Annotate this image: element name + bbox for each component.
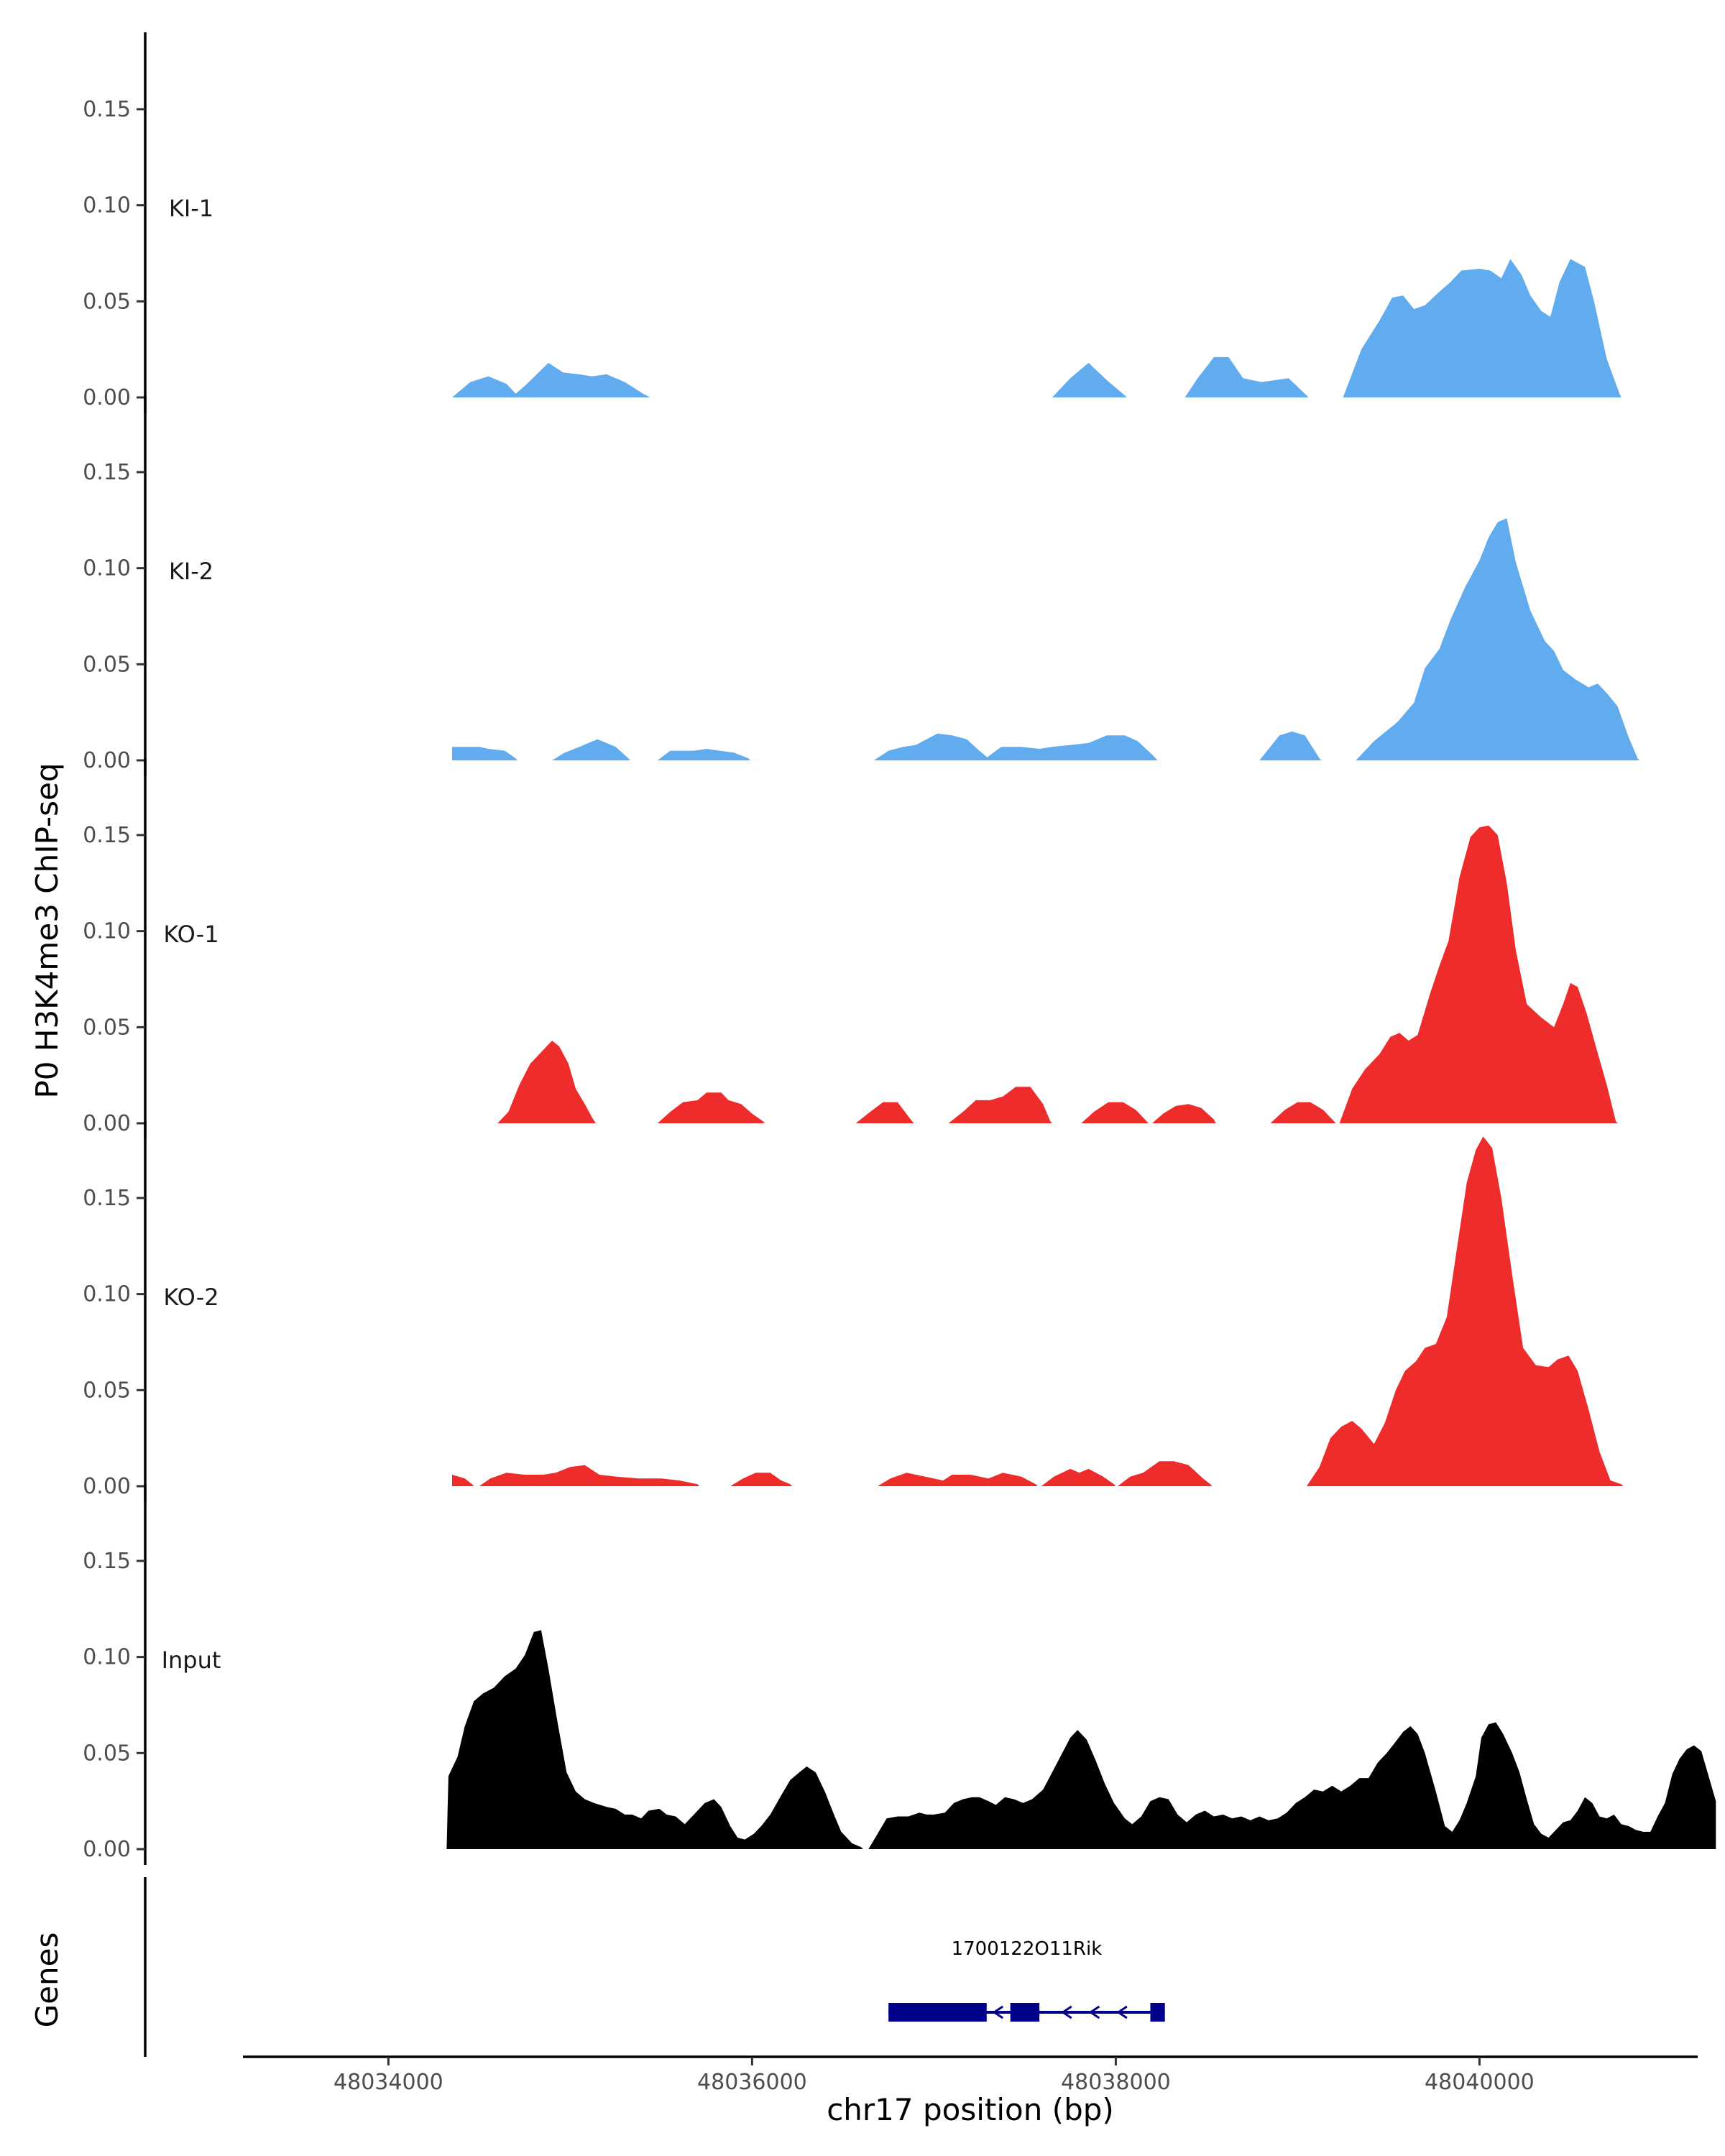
signal-area (1184, 356, 1309, 397)
genes-track-title: Genes (29, 1932, 65, 2028)
track-label-input: Input (162, 1646, 221, 1674)
x-axis-title: chr17 position (bp) (827, 2092, 1114, 2127)
signal-area (873, 733, 990, 760)
y-tick-label: 0.10 (83, 919, 131, 944)
y-tick-label: 0.15 (83, 823, 131, 848)
signal-area (1356, 518, 1639, 760)
signal-area (657, 749, 750, 760)
signal-area (1117, 1461, 1213, 1486)
signal-area (1259, 731, 1322, 760)
signal-area (730, 1473, 793, 1486)
signal-area (452, 1475, 474, 1486)
y-tick-label: 0.15 (83, 1186, 131, 1211)
signal-area (1052, 362, 1127, 397)
y-tick-label: 0.15 (83, 460, 131, 485)
y-tick-label: 0.05 (83, 289, 131, 314)
tracks-layer: 0.00 0.05 0.10 0.15 KI-1 0.00 0.05 0.10 0.15 KI-2… (83, 32, 1716, 1865)
y-tick-label: 0.05 (83, 1015, 131, 1040)
signal-area (1307, 1136, 1624, 1486)
y-tick-label: 0.05 (83, 1741, 131, 1766)
signal-area (479, 1465, 699, 1486)
gene-exon (1150, 2003, 1165, 2022)
track-panel-input: 0.00 0.05 0.10 0.15 Input (83, 1484, 1716, 1865)
strand-arrow (992, 2005, 1004, 2019)
track-panel-ki-1: 0.00 0.05 0.10 0.15 KI-1 (83, 32, 1622, 413)
signal-area (1041, 1468, 1116, 1486)
signal-area (948, 1087, 1052, 1123)
x-axis: 48034000 48036000 48038000 48040000 (243, 2055, 1698, 2095)
y-tick-label: 0.15 (83, 1549, 131, 1574)
signal-area (657, 1092, 765, 1123)
x-tick-label: 48036000 (697, 2070, 807, 2095)
y-tick-label: 0.05 (83, 1378, 131, 1403)
signal-area (452, 747, 518, 760)
strand-arrow (1088, 2005, 1100, 2019)
x-tick-label: 48038000 (1061, 2070, 1171, 2095)
track-label-ki-2: KI-2 (169, 558, 213, 585)
signal-area (446, 1630, 863, 1849)
y-tick-label: 0.10 (83, 1282, 131, 1307)
y-tick-label: 0.00 (83, 385, 131, 410)
y-tick-label: 0.00 (83, 748, 131, 773)
signal-area (1152, 1104, 1216, 1123)
y-tick-label: 0.15 (83, 97, 131, 122)
signal-area (1339, 825, 1618, 1123)
track-panel-ki-2: 0.00 0.05 0.10 0.15 KI-2 (83, 395, 1639, 776)
track-label-ki-1: KI-1 (169, 195, 213, 222)
gene-name-label: 1700122O11Rik (952, 1938, 1103, 1960)
y-tick-label: 0.00 (83, 1837, 131, 1862)
gene-exon (888, 2003, 987, 2022)
gene-track: 1700122O11Rik (144, 1877, 1165, 2057)
y-tick-label: 0.10 (83, 1645, 131, 1670)
signal-area (983, 735, 1158, 760)
signal-area (1343, 259, 1622, 397)
y-tick-label: 0.00 (83, 1111, 131, 1136)
y-tick-label: 0.05 (83, 652, 131, 677)
x-tick-label: 48034000 (334, 2070, 443, 2095)
x-tick-label: 48040000 (1425, 2070, 1535, 2095)
gene-exon (1010, 2003, 1040, 2022)
track-panel-ko-2: 0.00 0.05 0.10 0.15 KO-2 (83, 1121, 1624, 1502)
strand-arrow (1061, 2005, 1072, 2019)
track-label-ko-2: KO-2 (163, 1284, 218, 1311)
y-tick-label: 0.00 (83, 1474, 131, 1499)
signal-area (552, 739, 630, 760)
track-label-ko-1: KO-1 (163, 921, 218, 948)
y-tick-label: 0.10 (83, 556, 131, 581)
signal-area (855, 1102, 914, 1123)
strand-arrow (1116, 2005, 1128, 2019)
y-tick-label: 0.10 (83, 193, 131, 218)
y-axis-title: P0 H3K4me3 ChIP-seq (29, 763, 65, 1098)
track-panel-ko-1: 0.00 0.05 0.10 0.15 KO-1 (83, 758, 1618, 1139)
signal-area (452, 362, 650, 397)
signal-area (497, 1041, 596, 1123)
signal-area (1270, 1102, 1336, 1123)
signal-area (878, 1473, 1038, 1486)
signal-area (1081, 1102, 1149, 1123)
signal-area (868, 1722, 1716, 1849)
